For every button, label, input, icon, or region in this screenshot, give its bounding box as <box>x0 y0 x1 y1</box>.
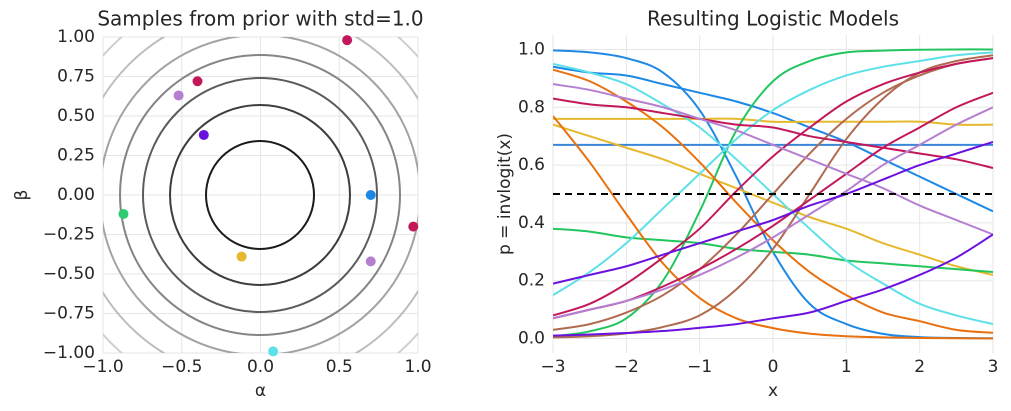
sample-point <box>173 90 184 101</box>
y-tick-label: 0.75 <box>57 67 95 87</box>
sample-point <box>365 190 376 200</box>
logistic-curve <box>553 227 993 274</box>
x-tick-label: 3 <box>988 357 999 377</box>
sample-point <box>268 346 279 357</box>
y-tick-label: −0.50 <box>43 264 95 284</box>
logistic-curve <box>553 68 993 334</box>
x-tick-label: −0.5 <box>161 357 202 377</box>
chart-title: Resulting Logistic Models <box>647 7 899 31</box>
logistic-curve <box>553 115 993 340</box>
y-tick-label: 0.4 <box>518 213 545 233</box>
x-tick-label: −3 <box>540 357 565 377</box>
sample-point <box>118 208 129 219</box>
logistic-curve <box>553 48 993 338</box>
y-tick-label: 0.8 <box>518 97 545 117</box>
x-tick-label: 1 <box>841 357 852 377</box>
text-layer: Samples from prior with std=1.0 α β −1.0 −0.… <box>12 7 998 402</box>
x-tick-label: −1.0 <box>82 357 123 377</box>
y-tick-label: 0.25 <box>57 146 95 166</box>
logistic-curve <box>553 141 993 285</box>
x-tick-label: −1 <box>687 357 712 377</box>
y-axis-label: β <box>12 190 32 201</box>
chart-title: Samples from prior with std=1.0 <box>97 7 423 31</box>
plot-layer <box>118 35 419 357</box>
sample-point <box>236 251 247 262</box>
contour <box>169 104 351 286</box>
contour <box>119 54 401 336</box>
contour <box>142 77 378 313</box>
y-tick-label: −0.25 <box>43 225 95 245</box>
y-axis-label: p = invlogit(x) <box>495 133 515 255</box>
x-axis-label: x <box>768 381 778 401</box>
plot-layer <box>553 48 993 340</box>
logistic-curve <box>553 57 993 317</box>
x-tick-label: 2 <box>914 357 925 377</box>
y-tick-label: −1.00 <box>43 343 95 363</box>
x-tick-label: 0 <box>768 357 779 377</box>
logistic-curve <box>553 83 993 236</box>
logistic-curve <box>553 123 993 276</box>
y-tick-label: 0.50 <box>57 106 95 126</box>
x-tick-label: −2 <box>614 357 639 377</box>
sample-point <box>192 76 203 87</box>
x-axis-label: α <box>255 381 266 401</box>
logistic-curve <box>553 51 993 297</box>
sample-point <box>365 256 376 267</box>
contour <box>205 140 315 250</box>
logistic-curve <box>553 65 993 213</box>
grid-layer <box>102 36 419 354</box>
x-tick-label: 0.0 <box>247 357 274 377</box>
y-tick-label: −0.75 <box>43 304 95 324</box>
logistic-curve <box>553 97 993 169</box>
x-tick-label: 0.5 <box>326 357 353 377</box>
logistic-curve <box>553 233 993 337</box>
prior-contours <box>103 37 418 353</box>
y-tick-label: 1.0 <box>518 39 545 59</box>
y-tick-label: 0.0 <box>518 329 545 349</box>
logistic-curve <box>553 106 993 320</box>
sample-point <box>198 129 209 140</box>
sample-point <box>342 35 353 46</box>
logistic-curve <box>553 117 993 126</box>
y-tick-label: 1.00 <box>57 27 95 47</box>
y-tick-label: 0.6 <box>518 155 545 175</box>
y-tick-label: 0.00 <box>57 185 95 205</box>
x-tick-label: 1.0 <box>404 357 431 377</box>
y-tick-label: 0.2 <box>518 271 545 291</box>
sample-point <box>408 221 419 232</box>
